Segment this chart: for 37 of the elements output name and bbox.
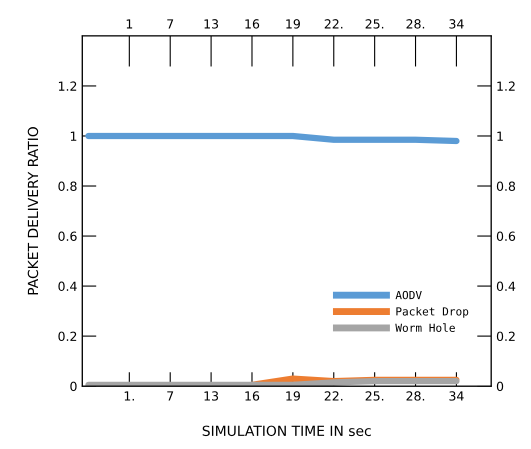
y-axis-title: PACKET DELIVERY RATIO [28, 127, 38, 294]
y2-tick-label: 0.8 [496, 181, 516, 191]
text: 16 [245, 19, 260, 29]
x-tick-label: 13 [204, 391, 218, 401]
y2-tick-label: 0.6 [496, 232, 516, 241]
x-tick-label: 16 [245, 391, 260, 401]
y-tick-label: 0.4 [58, 282, 77, 292]
y-tick-label: 1 [70, 132, 76, 141]
text: 34 [449, 19, 464, 29]
y-tick-label: 0.6 [58, 232, 77, 241]
y-tick-label: 0 [70, 382, 77, 392]
text: 28. [406, 19, 424, 29]
text: 25. [366, 19, 384, 29]
x-tick-label: 34 [449, 391, 464, 401]
y2-tick-label: 0.2 [496, 332, 515, 342]
x-tick-label: 19 [286, 391, 300, 401]
y-tick-label: 1.2 [58, 81, 76, 91]
legend-label: AODV [396, 290, 422, 300]
text: 19 [286, 19, 300, 29]
y2-tick-label: 0 [496, 382, 504, 392]
legend-label: Packet Drop [396, 306, 468, 318]
x-tick-label: 7 [167, 391, 174, 400]
text: 1 [126, 19, 132, 28]
y-tick-label: 0.8 [58, 181, 77, 191]
y2-tick-label: 1 [497, 132, 503, 141]
x-tick-label: 25. [366, 391, 384, 401]
x-axis-title: SIMULATION TIME IN sec [202, 426, 371, 436]
y2-tick-label: 1.2 [497, 81, 515, 91]
x-tick-label: 28. [406, 391, 424, 401]
legend-label: Worm Hole [395, 323, 455, 332]
x-tick-label: 22. [324, 391, 342, 400]
text: 13 [204, 19, 218, 29]
text: 7 [167, 19, 174, 28]
text: 22. [324, 19, 342, 28]
x-tick-label: 1. [124, 391, 134, 400]
y-tick-label: 0.2 [58, 332, 76, 342]
y2-tick-label: 0.4 [496, 282, 516, 292]
